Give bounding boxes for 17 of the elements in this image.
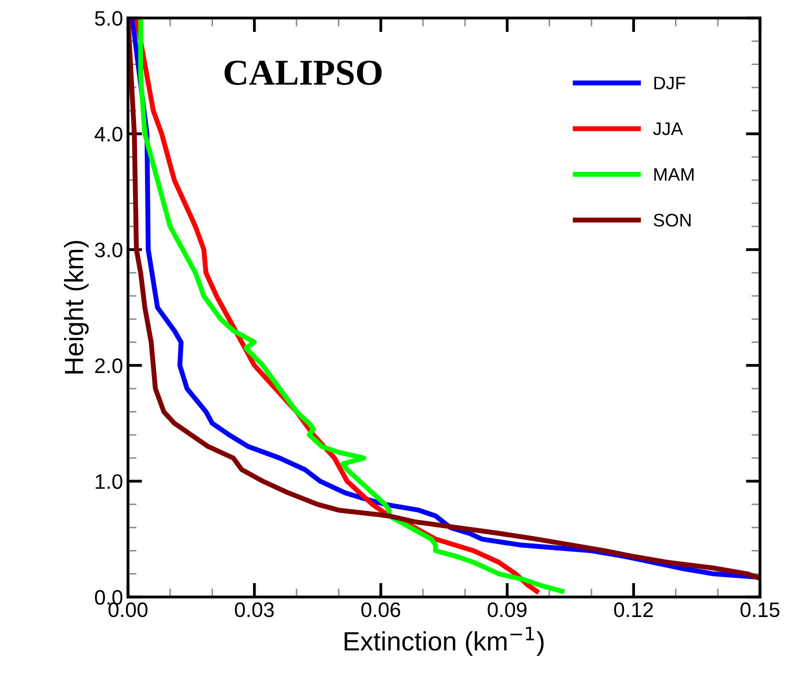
x-tick-label: 0.06 bbox=[361, 602, 400, 618]
legend-label: MAM bbox=[654, 168, 694, 181]
y-tick-label: 3.0 bbox=[94, 242, 122, 258]
y-tick-label: 5.0 bbox=[95, 11, 122, 26]
x-tick-label: 0.03 bbox=[234, 602, 274, 618]
legend-label: JJA bbox=[653, 122, 683, 136]
annotation: CALIPSO bbox=[224, 60, 382, 85]
x-tick-label: 0.12 bbox=[614, 602, 653, 618]
legend-label: DJF bbox=[654, 76, 686, 90]
legend-label: SON bbox=[654, 214, 691, 227]
x-axis-title: Extinction (km$^{−1}$) bbox=[344, 626, 544, 656]
y-tick-label: 1.0 bbox=[96, 474, 122, 489]
x-tick-label: 0.15 bbox=[740, 602, 780, 618]
x-tick-label: 0.09 bbox=[488, 602, 526, 618]
y-axis-title: Height (km) bbox=[64, 240, 89, 374]
y-tick-label: 2.0 bbox=[95, 358, 122, 374]
y-tick-label: 4.0 bbox=[94, 126, 122, 142]
